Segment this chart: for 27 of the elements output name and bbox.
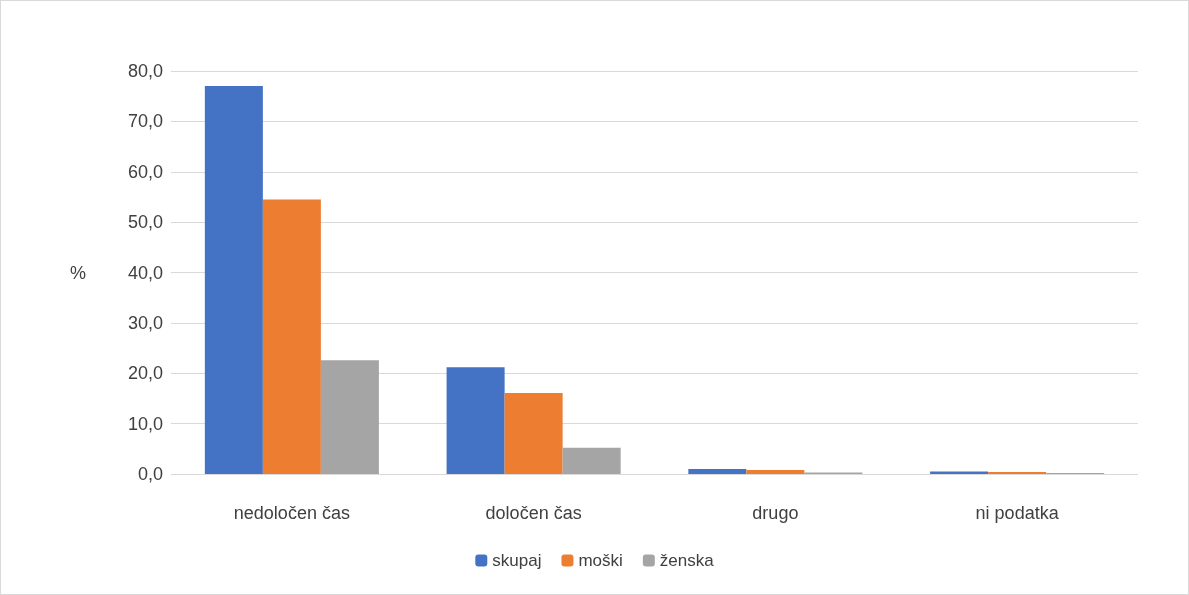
bar xyxy=(688,468,747,474)
legend-label: moški xyxy=(578,551,623,570)
bar xyxy=(746,469,805,474)
bar xyxy=(504,392,563,474)
y-tick-label: 80,0 xyxy=(127,61,163,81)
y-tick-label: 20,0 xyxy=(127,363,163,384)
bar xyxy=(320,360,379,474)
legend-label: skupaj xyxy=(492,551,542,570)
y-tick-label: 10,0 xyxy=(127,413,163,434)
x-tick-label: nedoločen čas xyxy=(233,503,350,523)
x-tick-label: določen čas xyxy=(485,503,582,523)
y-tick-label: 0,0 xyxy=(137,464,163,484)
y-tick-label: 50,0 xyxy=(127,212,163,233)
y-axis-title: % xyxy=(69,262,86,283)
x-tick-label: drugo xyxy=(752,503,799,523)
bar xyxy=(562,447,621,474)
legend-label: ženska xyxy=(659,551,715,570)
bar xyxy=(446,367,505,474)
x-tick-label: ni podatka xyxy=(975,503,1060,523)
y-tick-label: 60,0 xyxy=(127,161,163,182)
y-tick-label: 70,0 xyxy=(127,111,163,132)
y-tick-label: 30,0 xyxy=(127,312,163,333)
bar xyxy=(930,471,989,474)
y-tick-label: 40,0 xyxy=(127,262,163,283)
bar xyxy=(204,86,263,474)
bar xyxy=(262,199,321,474)
bar xyxy=(988,471,1047,474)
